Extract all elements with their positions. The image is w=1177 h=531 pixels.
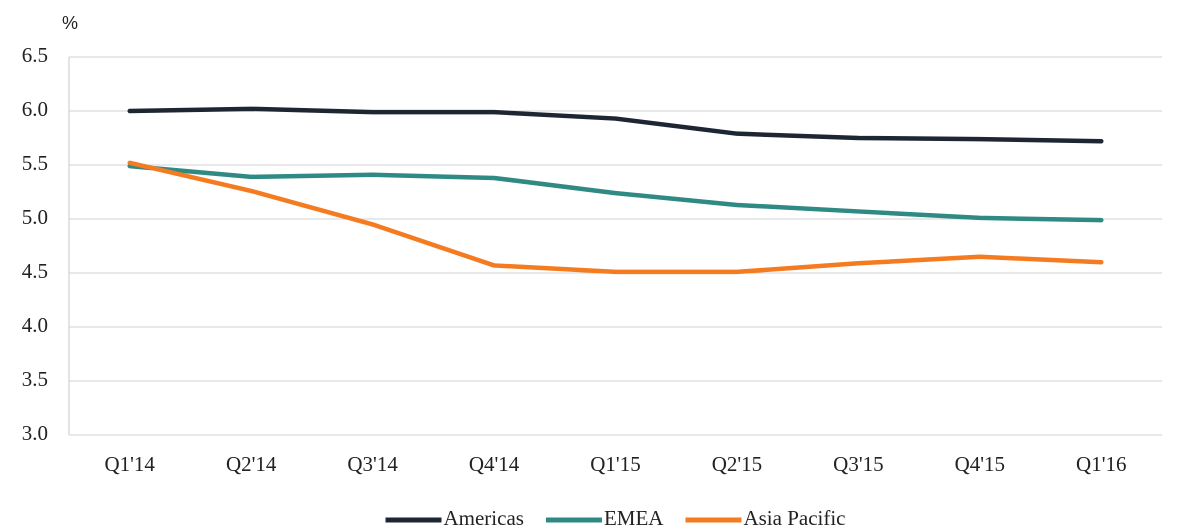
x-tick-label: Q2'14 bbox=[226, 452, 277, 476]
x-tick-label: Q4'15 bbox=[955, 452, 1005, 476]
legend-label: Americas bbox=[443, 506, 523, 530]
y-tick-label: 6.5 bbox=[22, 43, 48, 67]
x-tick-label: Q1'16 bbox=[1076, 452, 1126, 476]
y-tick-label: 3.5 bbox=[22, 367, 48, 391]
y-tick-label: 3.0 bbox=[22, 421, 48, 445]
x-tick-label: Q1'14 bbox=[104, 452, 155, 476]
x-tick-label: Q4'14 bbox=[469, 452, 520, 476]
series-line bbox=[127, 163, 1104, 223]
series-line bbox=[127, 106, 1104, 144]
y-tick-label: 5.5 bbox=[22, 151, 48, 175]
y-tick-label: 5.0 bbox=[22, 205, 48, 229]
x-tick-label: Q3'15 bbox=[833, 452, 883, 476]
x-tick-label: Q3'14 bbox=[347, 452, 398, 476]
legend-label: EMEA bbox=[604, 506, 664, 530]
y-tick-label: 4.5 bbox=[22, 259, 48, 283]
series-line bbox=[127, 160, 1104, 275]
x-tick-label: Q2'15 bbox=[712, 452, 762, 476]
legend-label: Asia Pacific bbox=[743, 506, 845, 530]
y-tick-label: 6.0 bbox=[22, 97, 48, 121]
y-axis-label: % bbox=[62, 13, 78, 33]
y-tick-label: 4.0 bbox=[22, 313, 48, 337]
x-tick-label: Q1'15 bbox=[590, 452, 640, 476]
